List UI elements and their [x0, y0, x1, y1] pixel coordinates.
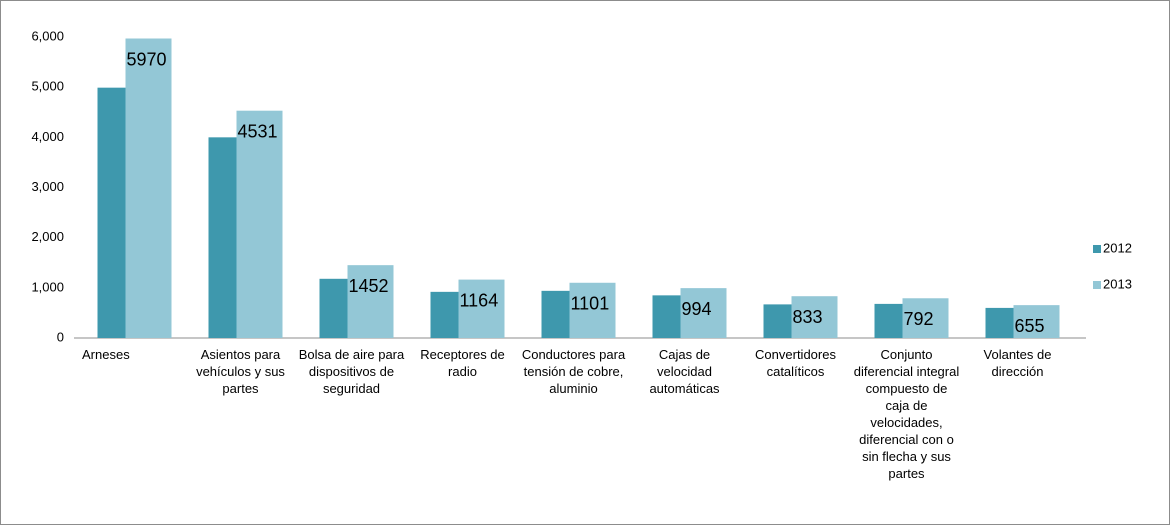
legend-swatch — [1093, 245, 1101, 253]
legend-swatch — [1093, 281, 1101, 289]
y-tick-label: 4,000 — [31, 129, 64, 144]
bar — [1013, 305, 1060, 338]
bar — [208, 137, 237, 338]
y-tick-label: 1,000 — [31, 279, 64, 294]
data-label: 1452 — [349, 276, 389, 296]
data-label: 994 — [682, 299, 712, 319]
bar — [652, 295, 681, 338]
data-label: 4531 — [238, 121, 278, 141]
bar — [680, 288, 727, 338]
y-tick-label: 0 — [57, 329, 64, 344]
bar — [236, 110, 283, 339]
bar — [97, 87, 126, 338]
legend-label: 2012 — [1103, 240, 1132, 255]
x-tick-label: Conjunto diferencial integral compuesto … — [853, 347, 960, 481]
bar — [569, 282, 616, 338]
bar — [347, 265, 394, 338]
bar — [985, 307, 1014, 338]
bar — [541, 290, 570, 338]
bar — [458, 279, 505, 338]
x-tick-label: Cajas de velocidad automáticas — [649, 347, 720, 396]
x-tick-label: Convertidores catalíticos — [755, 347, 836, 379]
data-label: 5970 — [127, 49, 167, 69]
x-tick-label: Conductores para tensión de cobre, alumi… — [521, 347, 626, 396]
y-tick-label: 3,000 — [31, 179, 64, 194]
bar — [430, 291, 459, 338]
y-tick-label: 6,000 — [31, 28, 64, 43]
data-label: 833 — [793, 307, 823, 327]
bar — [319, 278, 348, 338]
data-label: 1101 — [571, 294, 610, 314]
bar — [125, 38, 172, 338]
x-tick-label: Receptores de radio — [420, 347, 505, 379]
bar — [763, 304, 792, 338]
bar — [874, 303, 903, 338]
x-tick-label: Arneses — [82, 347, 130, 362]
bar — [791, 296, 838, 338]
y-tick-label: 5,000 — [31, 79, 64, 94]
bar — [902, 298, 949, 338]
x-tick-label: Asientos para vehículos y sus partes — [196, 347, 285, 396]
data-label: 792 — [904, 309, 934, 329]
data-label: 655 — [1015, 316, 1045, 336]
x-tick-label: Volantes de dirección — [983, 347, 1052, 379]
y-tick-label: 2,000 — [31, 229, 64, 244]
x-tick-label: Bolsa de aire para dispositivos de segur… — [298, 347, 405, 396]
data-label: 1164 — [460, 290, 499, 310]
legend-label: 2013 — [1103, 276, 1132, 291]
